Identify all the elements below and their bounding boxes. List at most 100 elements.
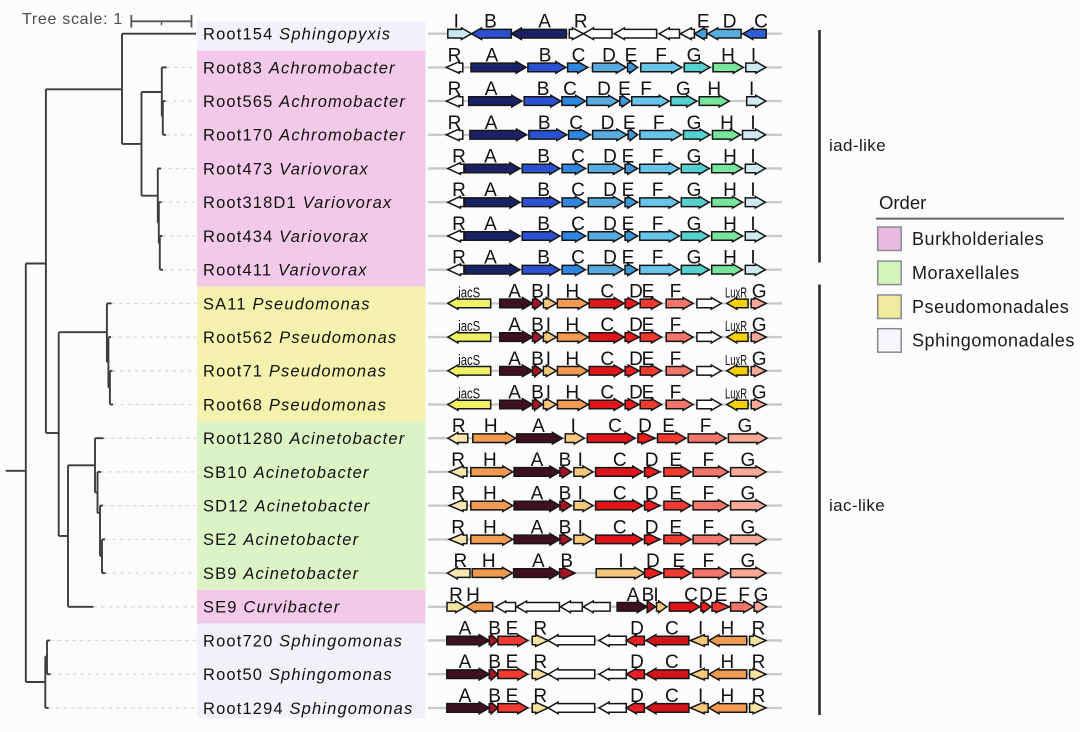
svg-text:G: G — [687, 113, 702, 134]
svg-text:C: C — [572, 45, 586, 66]
svg-text:D: D — [630, 686, 644, 707]
svg-text:E: E — [622, 248, 635, 269]
svg-text:G: G — [687, 45, 702, 66]
svg-text:B: B — [537, 248, 550, 269]
svg-text:I: I — [578, 450, 583, 471]
svg-text:D: D — [723, 12, 737, 33]
svg-text:H: H — [565, 383, 579, 404]
svg-text:Order: Order — [879, 192, 926, 213]
svg-text:E: E — [669, 484, 682, 505]
svg-text:C: C — [613, 450, 627, 471]
svg-text:R: R — [452, 147, 466, 168]
svg-text:A: A — [508, 383, 521, 404]
svg-text:R: R — [533, 652, 547, 673]
svg-text:H: H — [721, 652, 735, 673]
svg-text:E: E — [673, 551, 686, 572]
svg-text:B: B — [488, 652, 501, 673]
svg-text:C: C — [665, 619, 679, 640]
svg-text:C: C — [608, 416, 622, 437]
svg-text:G: G — [754, 585, 769, 606]
svg-text:A: A — [459, 686, 472, 707]
svg-text:G: G — [687, 214, 702, 235]
svg-text:C: C — [600, 383, 614, 404]
svg-text:D: D — [629, 315, 643, 336]
svg-text:H: H — [483, 517, 497, 538]
svg-text:D: D — [603, 214, 617, 235]
svg-text:D: D — [603, 147, 617, 168]
svg-text:E: E — [669, 450, 682, 471]
svg-text:D: D — [645, 517, 659, 538]
svg-text:E: E — [642, 383, 655, 404]
svg-text:E: E — [642, 315, 655, 336]
svg-text:D: D — [646, 551, 660, 572]
svg-text:E: E — [642, 281, 655, 302]
svg-text:Root71 Pseudomonas: Root71 Pseudomonas — [203, 363, 387, 381]
svg-text:R: R — [574, 12, 588, 33]
svg-text:A: A — [532, 416, 545, 437]
svg-text:I: I — [618, 551, 623, 572]
svg-text:A: A — [531, 517, 544, 538]
svg-text:D: D — [638, 416, 652, 437]
svg-text:E: E — [669, 517, 682, 538]
svg-text:G: G — [752, 349, 767, 370]
svg-text:C: C — [571, 180, 585, 201]
svg-text:LuxR: LuxR — [725, 387, 747, 403]
svg-text:B: B — [537, 79, 550, 100]
svg-text:Root720 Sphingomonas: Root720 Sphingomonas — [203, 632, 403, 650]
svg-text:E: E — [622, 147, 635, 168]
svg-text:R: R — [452, 248, 466, 269]
svg-text:LuxR: LuxR — [725, 353, 747, 369]
svg-text:D: D — [645, 484, 659, 505]
svg-text:I: I — [454, 12, 459, 33]
svg-text:R: R — [449, 585, 463, 606]
svg-text:C: C — [569, 113, 583, 134]
svg-text:iad-like: iad-like — [829, 136, 886, 155]
svg-text:I: I — [750, 113, 755, 134]
svg-text:D: D — [603, 180, 617, 201]
svg-text:F: F — [670, 383, 682, 404]
svg-text:F: F — [653, 113, 665, 134]
svg-text:A: A — [485, 113, 498, 134]
svg-text:I: I — [571, 416, 576, 437]
svg-text:R: R — [454, 551, 468, 572]
svg-text:SE2 Acinetobacter: SE2 Acinetobacter — [203, 531, 360, 549]
svg-text:A: A — [508, 349, 521, 370]
svg-text:R: R — [451, 484, 465, 505]
svg-text:C: C — [563, 79, 577, 100]
svg-text:F: F — [652, 180, 664, 201]
svg-text:A: A — [484, 214, 497, 235]
svg-text:A: A — [459, 619, 472, 640]
svg-text:A: A — [532, 551, 545, 572]
svg-text:G: G — [741, 450, 756, 471]
svg-text:A: A — [484, 147, 497, 168]
svg-text:Root562 Pseudomonas: Root562 Pseudomonas — [203, 329, 397, 347]
svg-text:G: G — [741, 551, 756, 572]
svg-text:D: D — [597, 79, 611, 100]
svg-text:F: F — [670, 315, 682, 336]
svg-text:A: A — [627, 585, 640, 606]
svg-text:Root434 Variovorax: Root434 Variovorax — [203, 228, 369, 246]
svg-text:H: H — [707, 79, 721, 100]
svg-text:A: A — [508, 281, 521, 302]
svg-text:G: G — [687, 147, 702, 168]
svg-text:F: F — [655, 45, 667, 66]
svg-text:iacS: iacS — [458, 319, 480, 335]
svg-text:I: I — [750, 180, 755, 201]
svg-text:B: B — [537, 180, 550, 201]
svg-text:Pseudomonadales: Pseudomonadales — [912, 297, 1069, 317]
svg-text:H: H — [565, 349, 579, 370]
svg-text:C: C — [571, 248, 585, 269]
svg-text:B: B — [537, 147, 550, 168]
svg-text:E: E — [642, 349, 655, 370]
svg-text:C: C — [665, 652, 679, 673]
svg-text:Root1280 Acinetobacter: Root1280 Acinetobacter — [203, 430, 406, 448]
svg-text:E: E — [697, 12, 710, 33]
svg-text:I: I — [653, 585, 658, 606]
svg-text:I: I — [751, 45, 756, 66]
svg-text:B: B — [484, 12, 497, 33]
svg-text:E: E — [506, 686, 519, 707]
svg-text:B: B — [488, 686, 501, 707]
svg-text:Root411 Variovorax: Root411 Variovorax — [203, 262, 368, 280]
svg-text:G: G — [687, 180, 702, 201]
svg-text:A: A — [531, 484, 544, 505]
